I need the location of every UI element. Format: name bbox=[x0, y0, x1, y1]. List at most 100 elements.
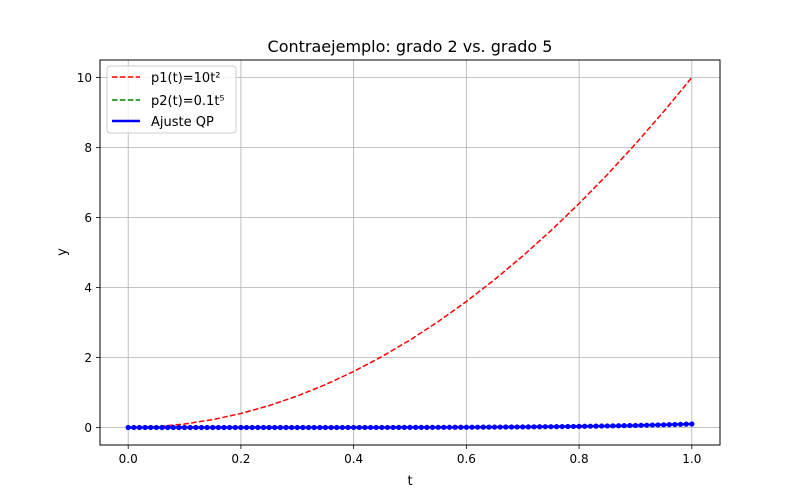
series-marker-ajuste-qp bbox=[486, 424, 492, 430]
y-tick-label: 2 bbox=[84, 351, 92, 365]
series-marker-ajuste-qp bbox=[627, 422, 633, 429]
series-marker-ajuste-qp bbox=[283, 424, 289, 431]
series-marker-ajuste-qp bbox=[227, 424, 233, 431]
series-marker-ajuste-qp bbox=[677, 421, 684, 427]
x-tick-label: 0.0 bbox=[119, 452, 138, 466]
series-marker-ajuste-qp bbox=[176, 424, 182, 431]
series-marker-ajuste-qp bbox=[215, 424, 221, 431]
series-marker-ajuste-qp bbox=[441, 424, 447, 430]
series-marker-ajuste-qp bbox=[565, 423, 571, 430]
series-marker-ajuste-qp bbox=[593, 423, 599, 429]
series-marker-ajuste-qp bbox=[136, 424, 143, 431]
series-marker-ajuste-qp bbox=[277, 424, 283, 431]
series-marker-ajuste-qp bbox=[446, 424, 453, 430]
series-marker-ajuste-qp bbox=[221, 424, 227, 431]
series-marker-ajuste-qp bbox=[599, 423, 605, 429]
series-marker-ajuste-qp bbox=[317, 424, 323, 431]
y-axis-label: y bbox=[55, 248, 70, 256]
series-marker-ajuste-qp bbox=[576, 423, 582, 429]
series-marker-ajuste-qp bbox=[238, 424, 244, 431]
series-marker-ajuste-qp bbox=[396, 424, 402, 431]
series-marker-ajuste-qp bbox=[604, 423, 610, 429]
series-marker-ajuste-qp bbox=[125, 424, 131, 431]
series-marker-ajuste-qp bbox=[424, 424, 430, 430]
y-tick-label: 8 bbox=[84, 141, 92, 155]
y-axis-ticks: 0 2 4 6 8 10 bbox=[77, 71, 100, 435]
x-tick-label: 0.4 bbox=[344, 452, 363, 466]
series-marker-ajuste-qp bbox=[255, 424, 261, 431]
series-marker-ajuste-qp bbox=[294, 424, 300, 431]
series-marker-ajuste-qp bbox=[131, 424, 137, 431]
series-marker-ajuste-qp bbox=[165, 424, 171, 431]
legend-label-p2: p2(t)=0.1t⁵ bbox=[151, 94, 225, 109]
y-tick-label: 0 bbox=[84, 421, 92, 435]
series-marker-ajuste-qp bbox=[418, 424, 424, 430]
series-marker-ajuste-qp bbox=[514, 424, 520, 430]
series-marker-ajuste-qp bbox=[429, 424, 436, 430]
series-marker-ajuste-qp bbox=[570, 423, 577, 430]
series-marker-ajuste-qp bbox=[503, 424, 509, 430]
series-marker-ajuste-qp bbox=[610, 423, 616, 429]
series-marker-ajuste-qp bbox=[458, 424, 464, 430]
series-marker-ajuste-qp bbox=[689, 421, 695, 427]
series-marker-ajuste-qp bbox=[373, 424, 379, 431]
series-marker-ajuste-qp bbox=[300, 424, 306, 431]
series-marker-ajuste-qp bbox=[322, 424, 329, 431]
series-marker-ajuste-qp bbox=[525, 424, 531, 430]
series-marker-ajuste-qp bbox=[582, 423, 588, 429]
series-marker-ajuste-qp bbox=[328, 424, 334, 431]
series-marker-ajuste-qp bbox=[649, 422, 655, 428]
series-marker-ajuste-qp bbox=[666, 422, 672, 428]
series-marker-ajuste-qp bbox=[187, 424, 193, 431]
series-marker-ajuste-qp bbox=[413, 424, 419, 430]
series-marker-ajuste-qp bbox=[469, 424, 475, 430]
series-marker-ajuste-qp bbox=[243, 424, 250, 431]
series-marker-ajuste-qp bbox=[367, 424, 374, 431]
series-marker-ajuste-qp bbox=[148, 424, 154, 431]
series-marker-ajuste-qp bbox=[615, 423, 622, 429]
series-marker-ajuste-qp bbox=[379, 424, 385, 431]
series-marker-ajuste-qp bbox=[362, 424, 368, 431]
series-marker-ajuste-qp bbox=[475, 424, 481, 430]
series-marker-ajuste-qp bbox=[638, 422, 644, 428]
series-marker-ajuste-qp bbox=[655, 422, 661, 428]
series-marker-ajuste-qp bbox=[390, 424, 396, 431]
series-marker-ajuste-qp bbox=[463, 424, 469, 430]
series-marker-ajuste-qp bbox=[435, 424, 441, 430]
series-marker-ajuste-qp bbox=[289, 424, 295, 431]
series-marker-ajuste-qp bbox=[480, 424, 486, 430]
series-marker-ajuste-qp bbox=[672, 421, 678, 428]
series-marker-ajuste-qp bbox=[193, 424, 199, 431]
series-marker-ajuste-qp bbox=[661, 422, 667, 428]
x-tick-label: 0.6 bbox=[457, 452, 476, 466]
series-marker-ajuste-qp bbox=[266, 424, 272, 431]
series-marker-ajuste-qp bbox=[508, 424, 515, 430]
legend-label-fit: Ajuste QP bbox=[151, 115, 214, 130]
series-marker-ajuste-qp bbox=[553, 424, 560, 430]
series-marker-ajuste-qp bbox=[249, 424, 255, 431]
series-marker-ajuste-qp bbox=[548, 424, 554, 430]
series-marker-ajuste-qp bbox=[384, 424, 391, 431]
series-marker-ajuste-qp bbox=[142, 424, 148, 431]
series-marker-ajuste-qp bbox=[198, 424, 205, 431]
series-marker-ajuste-qp bbox=[452, 424, 458, 430]
series-marker-ajuste-qp bbox=[232, 424, 238, 431]
chart-title: Contraejemplo: grado 2 vs. grado 5 bbox=[268, 37, 553, 56]
series-marker-ajuste-qp bbox=[345, 424, 351, 431]
series-marker-ajuste-qp bbox=[542, 424, 548, 430]
series-marker-ajuste-qp bbox=[559, 423, 565, 430]
series-marker-ajuste-qp bbox=[339, 424, 345, 431]
series-marker-ajuste-qp bbox=[159, 424, 165, 431]
y-tick-label: 4 bbox=[84, 281, 92, 295]
series-marker-ajuste-qp bbox=[210, 424, 216, 431]
series-marker-ajuste-qp bbox=[587, 423, 593, 429]
x-tick-label: 0.2 bbox=[231, 452, 250, 466]
plot-area-frame bbox=[99, 59, 721, 446]
y-tick-label: 6 bbox=[84, 211, 92, 225]
series-marker-ajuste-qp bbox=[170, 424, 176, 431]
series-marker-ajuste-qp bbox=[311, 424, 317, 431]
series-marker-ajuste-qp bbox=[181, 424, 188, 431]
series-marker-ajuste-qp bbox=[153, 424, 159, 431]
x-tick-label: 0.8 bbox=[570, 452, 589, 466]
